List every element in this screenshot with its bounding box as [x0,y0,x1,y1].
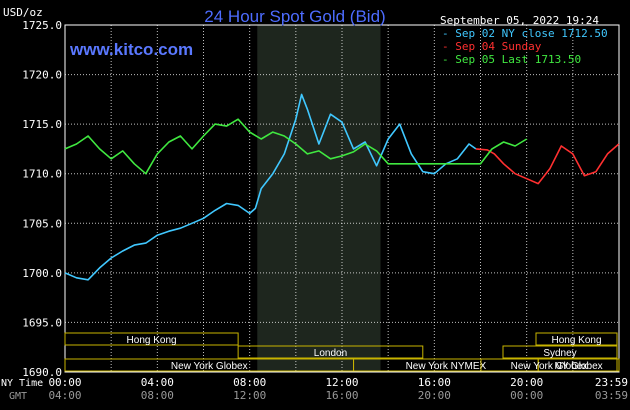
market-session-box [502,345,618,359]
market-session-label: New York NYMEX [406,361,487,372]
x-axis-row-label-ny: NY Time [1,378,43,389]
y-tick-label: 1720.0 [22,69,62,82]
market-session-box [480,358,618,372]
market-session-label: London [314,348,347,359]
x-tick-label-gmt: 00:00 [510,389,543,402]
x-tick-label-ny: 16:00 [418,376,451,389]
plot-frame [64,24,620,373]
x-tick-label-ny: 08:00 [233,376,266,389]
currency-label: USD/oz [3,6,43,19]
x-tick-label-gmt: 20:00 [418,389,451,402]
y-tick-label: 1700.0 [22,267,62,280]
chart-title: 24 Hour Spot Gold (Bid) [204,7,385,26]
market-session-box [237,345,424,359]
x-tick-label-ny: 12:00 [325,376,358,389]
x-tick-label-ny: 23:59 [595,376,628,389]
series-line-close [64,93,477,281]
y-tick-label: 1705.0 [22,217,62,230]
market-session-label: New York Globex [171,361,248,372]
x-tick-label-ny: 00:00 [48,376,81,389]
legend-entry-close: - Sep 02 NY close 1712.50 [442,27,608,40]
legend-entry-last: - Sep 05 Last 1713.50 [442,53,581,66]
series-line-sunday [475,143,620,185]
chart-legend: - Sep 02 NY close 1712.50 - Sep 04 Sunda… [442,27,608,66]
y-tick-label: 1725.0 [22,19,62,32]
y-tick-label: 1710.0 [22,168,62,181]
market-session-label: Hong Kong [127,335,177,346]
x-tick-label-ny: 04:00 [141,376,174,389]
x-tick-label-gmt: 03:59 [595,389,628,402]
x-tick-label-ny: 20:00 [510,376,543,389]
x-axis-row-label-gmt: GMT [9,391,27,402]
y-tick-label: 1690.0 [22,366,62,379]
series-line-last [64,118,528,175]
nymex-session-shade [257,25,381,372]
y-tick-label: 1695.0 [22,316,62,329]
timestamp-label: September 05, 2022 19:24 [440,14,599,27]
website-label[interactable]: www.kitco.com [69,40,193,59]
market-session-label: NY Globex [555,361,603,372]
x-tick-label-gmt: 12:00 [233,389,266,402]
market-session-label: New York Globex [511,361,588,372]
x-tick-label-gmt: 08:00 [141,389,174,402]
market-session-label: Hong Kong [551,335,601,346]
market-session-box [535,332,618,346]
x-tick-label-gmt: 04:00 [48,389,81,402]
x-tick-label-gmt: 16:00 [325,389,358,402]
market-session-label: Sydney [543,348,576,359]
market-session-box [64,332,239,346]
y-tick-label: 1715.0 [22,118,62,131]
legend-entry-sunday: - Sep 04 Sunday [442,40,542,53]
